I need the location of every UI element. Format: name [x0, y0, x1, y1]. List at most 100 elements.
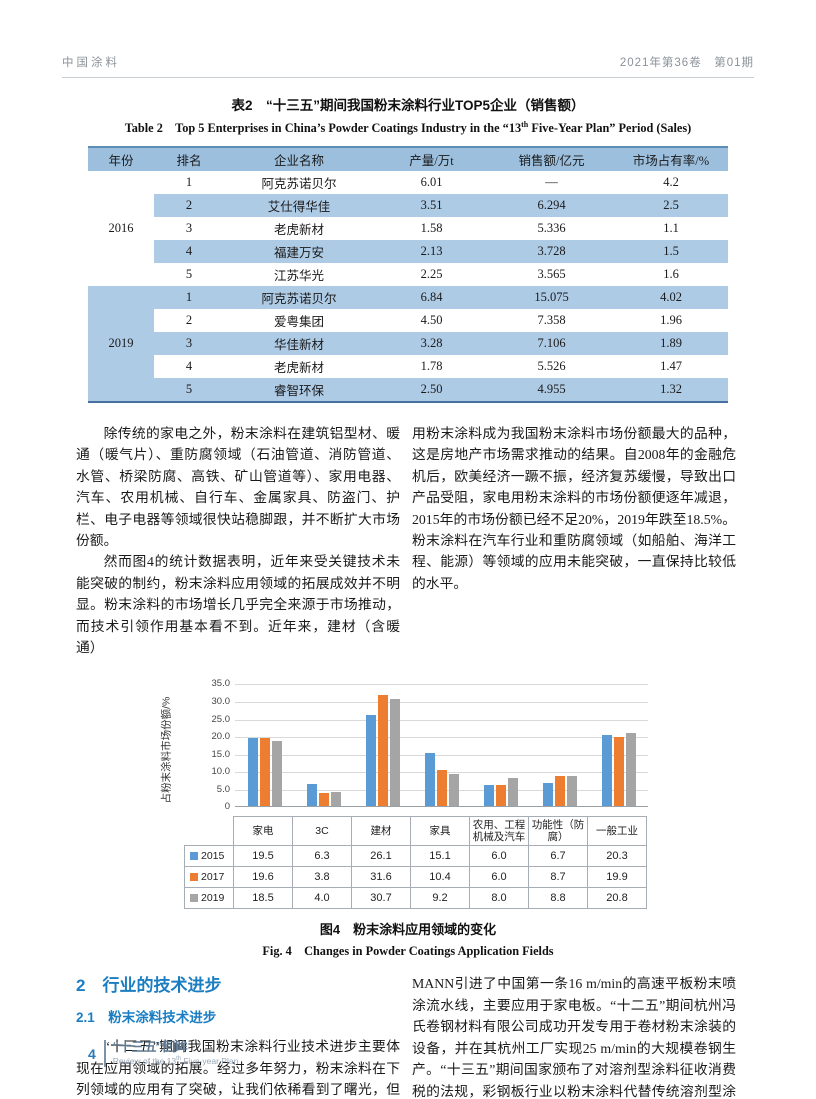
journal-name: 中国涂料: [62, 57, 120, 69]
table-row: 4 老虎新材 1.78 5.526 1.47: [88, 355, 728, 378]
chart-table-value: 3.8: [293, 867, 352, 889]
table-cell: —: [545, 175, 558, 189]
legend-label: 2019: [201, 892, 225, 905]
table-cell: 2.5: [614, 194, 728, 217]
chart-table-category-header: 建材: [352, 816, 411, 847]
chart-bar: [542, 782, 553, 807]
bar-group: [471, 684, 530, 807]
chart-bar: [436, 769, 447, 807]
table-cell: 2.13: [374, 240, 489, 263]
table-cell: 2.25: [420, 267, 443, 281]
footer-title-zh: “十三五”回眸: [112, 1040, 188, 1055]
table-cell: 阿克苏诺贝尔: [261, 177, 337, 191]
table2-caption-en-prefix: Table 2 Top 5 Enterprises in China’s Pow…: [124, 121, 522, 135]
table-cell: 3.728: [489, 240, 614, 263]
table2-caption-en: Table 2 Top 5 Enterprises in China’s Pow…: [62, 118, 754, 136]
col-header-sales: 销售额/亿元: [518, 154, 585, 168]
chart-table-value: 4.0: [293, 888, 352, 910]
chart-table-value: 30.7: [352, 888, 411, 910]
table-cell: 1.32: [614, 378, 728, 402]
table-cell: 4.955: [489, 378, 614, 402]
table-cell: 3.51: [374, 194, 489, 217]
table-header-row: 年份 排名 企业名称 产量/万t 销售额/亿元 市场占有率/%: [88, 147, 728, 171]
chart-bar: [365, 714, 376, 807]
chart-bar: [318, 793, 329, 807]
table-cell: 5: [154, 378, 224, 402]
table-row: 2 爱粤集团 4.50 7.358 1.96: [88, 309, 728, 332]
y-tick-label: 30.0: [211, 696, 231, 708]
footer-text: “十三五”回眸 Review of the 13th Five-year Pla…: [113, 1040, 239, 1067]
right-column-2: MANN引进了中国第一条16 m/min的高速平板粉末喷涂流水线，主要应用于家电…: [412, 973, 736, 1099]
table-cell: 3: [185, 221, 193, 235]
bar-group: [530, 684, 589, 807]
section-heading-2: 2 行业的技术进步: [76, 976, 222, 996]
table-cell: 江苏华光: [273, 269, 324, 283]
paragraph: MANN引进了中国第一条16 m/min的高速平板粉末喷涂流水线，主要应用于家电…: [412, 976, 736, 1099]
footer-divider: [103, 1040, 106, 1067]
y-tick-label: 35.0: [211, 678, 231, 690]
gridline: [235, 702, 648, 704]
chart-table-corner: [184, 816, 234, 847]
chart-bar: [306, 784, 317, 807]
table-cell: 6.84: [374, 286, 489, 309]
table-cell: 1: [154, 286, 224, 309]
chart-bar: [389, 698, 400, 807]
chart-table-category-header: 农用、工程机械及汽车: [470, 816, 529, 847]
table-cell: 1: [185, 175, 193, 189]
chart-bar: [495, 785, 506, 807]
chart-table-value: 10.4: [411, 867, 470, 889]
chart-bar: [330, 792, 341, 807]
table-cell: 6.294: [489, 194, 614, 217]
table2-caption-en-sup: th: [521, 119, 529, 129]
chart-y-axis-label: 占粉末涂料市场份额/%: [160, 697, 173, 804]
chart-bar: [554, 775, 565, 807]
chart-legend-item: 2015: [184, 846, 234, 868]
legend-label: 2015: [201, 850, 225, 863]
legend-swatch: [190, 852, 198, 861]
table-row: 2 艾仕得华佳 3.51 6.294 2.5: [88, 194, 728, 217]
table-cell: 艾仕得华佳: [224, 194, 374, 217]
paragraph: 然而图4的统计数据表明，近年来受关键技术未能突破的制约，粉末涂料应用领域的拓展成…: [76, 554, 400, 656]
running-head: 中国涂料 2021年第36卷 第01期: [62, 0, 754, 78]
table-row: 3 老虎新材 1.58 5.336 1.1: [88, 217, 728, 240]
table-row: 2016 1 阿克苏诺贝尔 6.01 — 4.2: [88, 171, 728, 286]
table-cell: 5: [185, 267, 193, 281]
chart-table-value: 19.5: [234, 846, 293, 868]
table-cell: 老虎新材: [273, 361, 324, 375]
table-cell: 3.28: [374, 332, 489, 355]
table-cell: 睿智环保: [224, 378, 374, 402]
table-cell: 福建万安: [224, 240, 374, 263]
footer-en-sup: th: [176, 1056, 182, 1063]
figure4-caption-zh: 图4 粉末涂料应用领域的变化: [319, 922, 497, 938]
col-header-rank: 排名: [176, 154, 202, 168]
chart-bar: [247, 737, 258, 807]
chart-plot: 35.0 30.0 25.0 20.0 15.0 10.0 5.0 0: [212, 678, 648, 812]
table-cell: 1.78: [420, 359, 443, 373]
chart-table-value: 9.2: [411, 888, 470, 910]
footer-en-suffix: Five-year Plan: [181, 1055, 239, 1066]
y-tick-label: 0: [224, 801, 230, 813]
chart-bar: [483, 785, 494, 807]
gridline: [235, 684, 648, 686]
page-number: 4: [88, 1045, 96, 1062]
legend-label: 2017: [201, 871, 225, 884]
chart-bar: [601, 735, 612, 807]
y-tick-label: 15.0: [211, 748, 231, 760]
chart-table-value: 19.9: [588, 867, 647, 889]
chart-bar: [424, 753, 435, 807]
chart-legend-item: 2019: [184, 888, 234, 910]
table-cell: 7.358: [537, 313, 566, 327]
chart-table-value: 6.0: [470, 846, 529, 868]
table-body: 2016 1 阿克苏诺贝尔 6.01—4.2 2 艾仕得华佳 3.51 6.294 2.5 3 老虎…: [88, 171, 728, 402]
table-row: 4 福建万安 2.13 3.728 1.5: [88, 240, 728, 263]
y-tick-label: 20.0: [211, 731, 231, 743]
chart-table-value: 20.8: [588, 888, 647, 910]
paragraph: “十三五”期间我国粉末涂料行业技术进步主要体现在应用领域的拓展。经过多年努力，粉…: [76, 1039, 400, 1098]
table-cell: 2: [154, 194, 224, 217]
table-cell: 6.01: [420, 175, 443, 189]
table2-caption-en-suffix: Five-Year Plan” Period (Sales): [528, 121, 692, 135]
chart-table-category-header: 一般工业: [588, 816, 647, 847]
chart-table-category-header: 功能性（防腐）: [529, 816, 588, 847]
chart-table-value: 6.0: [470, 867, 529, 889]
